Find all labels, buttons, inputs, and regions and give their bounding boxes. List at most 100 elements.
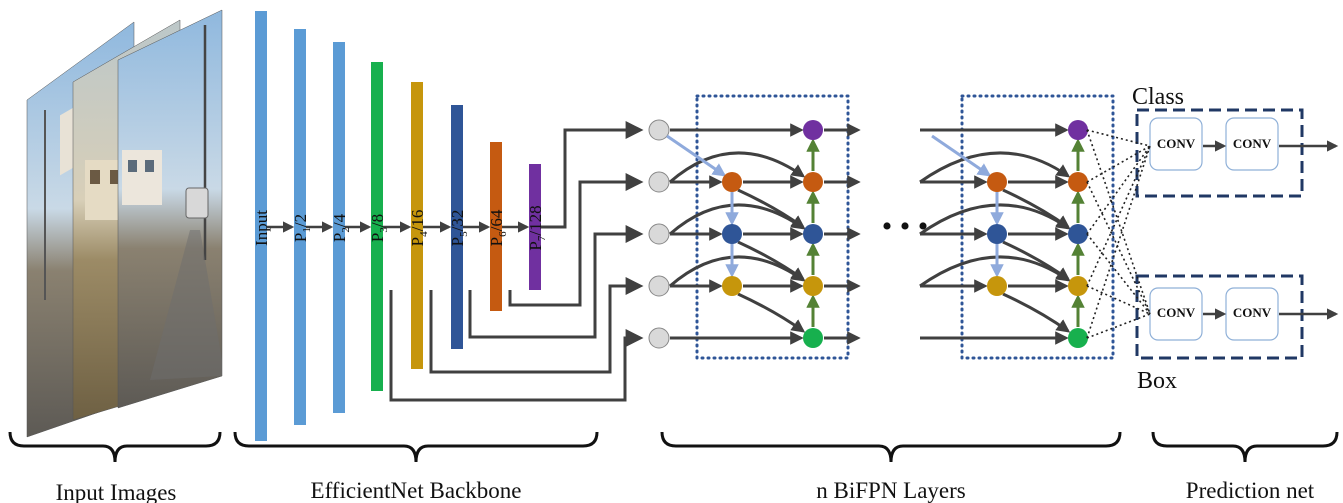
backbone-layer-0: Input bbox=[252, 11, 271, 441]
bifpn-block-0 bbox=[648, 94, 861, 360]
pred-link-class-1 bbox=[1086, 145, 1151, 183]
caption-input-images: Input Images bbox=[56, 480, 177, 503]
bifpn-out-node-0 bbox=[803, 120, 823, 140]
class-conv-1 bbox=[1149, 117, 1203, 171]
backbone-label-6: P6/64 bbox=[487, 209, 509, 246]
backbone-bar-4 bbox=[411, 82, 423, 369]
box-head-box bbox=[1135, 274, 1304, 360]
edge-td-0 bbox=[931, 134, 992, 177]
pred-link-box-1 bbox=[1086, 181, 1151, 315]
backbone-layer-6: P6/64 bbox=[487, 142, 509, 311]
backbone-layer-3: P3/8 bbox=[368, 62, 390, 391]
brace-bifpn bbox=[660, 431, 1122, 463]
backbone-bar-5 bbox=[451, 105, 463, 349]
bifpn-mid-node-2 bbox=[987, 276, 1007, 296]
bifpn-out-node-0 bbox=[1068, 120, 1088, 140]
pred-link-class-0 bbox=[1086, 129, 1151, 147]
edge-diag-2 bbox=[1002, 292, 1071, 333]
edge-skip-0 bbox=[669, 151, 806, 184]
class-label: Class bbox=[1132, 84, 1184, 110]
pred-link-box-4 bbox=[1086, 313, 1151, 339]
bifpn-out-node-2 bbox=[1068, 224, 1088, 244]
section-braces bbox=[8, 431, 1339, 463]
prediction-links bbox=[1086, 129, 1151, 339]
edge-skip-0 bbox=[919, 151, 1071, 184]
bifpn-out-node-1 bbox=[803, 172, 823, 192]
brace-prediction bbox=[1151, 431, 1339, 463]
ellipsis: • • • bbox=[882, 210, 929, 243]
caption-backbone: EfficientNet Backbone bbox=[311, 478, 522, 503]
bifpn-mid-node-2 bbox=[722, 276, 742, 296]
class-conv-1-label: CONV bbox=[1157, 136, 1196, 151]
pred-link-class-4 bbox=[1086, 145, 1151, 339]
edge-skip-2 bbox=[669, 255, 806, 288]
bifpn-input-node-4 bbox=[648, 327, 670, 349]
backbone-layer-4: P4/16 bbox=[408, 82, 430, 369]
efficientnet-backbone: Input P1/2 P2/4 P3/8 P4/16 P5/32 P6/64 P7/128 bbox=[252, 11, 548, 441]
box-conv-2-label: CONV bbox=[1233, 305, 1272, 320]
bifpn-mid-node-0 bbox=[722, 172, 742, 192]
brace-backbone bbox=[233, 431, 599, 463]
backbone-label-2: P2/4 bbox=[330, 213, 352, 242]
backbone-label-7: P7/128 bbox=[526, 205, 548, 250]
bifpn-block-1 bbox=[919, 94, 1115, 360]
bifpn-out-node-2 bbox=[803, 224, 823, 244]
input-images bbox=[26, 9, 223, 438]
backbone-label-5: P5/32 bbox=[448, 210, 470, 247]
edge-diag-2 bbox=[737, 292, 806, 333]
edge-td-0 bbox=[666, 134, 727, 177]
bifpn-input-node-2 bbox=[648, 223, 670, 245]
caption-bifpn: n BiFPN Layers bbox=[816, 478, 966, 503]
backbone-bar-2 bbox=[333, 42, 345, 413]
backbone-bar-1 bbox=[294, 29, 306, 425]
bifpn-dotted-box-0 bbox=[695, 94, 850, 360]
bifpn-mid-node-1 bbox=[722, 224, 742, 244]
backbone-layer-7: P7/128 bbox=[526, 164, 548, 290]
caption-prediction: Prediction net bbox=[1186, 478, 1315, 503]
backbone-label-0: Input bbox=[252, 210, 271, 246]
backbone-layer-2: P2/4 bbox=[330, 42, 352, 413]
bifpn-out-node-3 bbox=[1068, 276, 1088, 296]
bifpn-out-node-3 bbox=[803, 276, 823, 296]
bifpn-mid-node-1 bbox=[987, 224, 1007, 244]
input-image-3 bbox=[117, 9, 223, 409]
pred-link-class-3 bbox=[1086, 145, 1151, 287]
route-p4 bbox=[429, 277, 644, 374]
class-conv-2-label: CONV bbox=[1233, 136, 1272, 151]
route-p6 bbox=[508, 173, 644, 307]
prediction-net: Class Box CONV CONV CONV CONV bbox=[1132, 84, 1339, 394]
pred-link-class-2 bbox=[1086, 145, 1151, 235]
bifpn-dotted-box-1 bbox=[960, 94, 1115, 360]
edge-skip-1 bbox=[669, 203, 806, 236]
backbone-layer-5: P5/32 bbox=[448, 105, 470, 349]
pred-link-box-3 bbox=[1086, 285, 1151, 315]
route-p5 bbox=[468, 225, 644, 339]
route-p3 bbox=[389, 290, 644, 402]
backbone-links bbox=[267, 121, 644, 402]
bifpn-out-node-4 bbox=[803, 328, 823, 348]
box-label: Box bbox=[1137, 368, 1177, 394]
pred-link-box-2 bbox=[1086, 233, 1151, 315]
bifpn-input-node-0 bbox=[648, 119, 670, 141]
bifpn-mid-node-0 bbox=[987, 172, 1007, 192]
class-head-box bbox=[1135, 108, 1304, 198]
edge-diag-1 bbox=[737, 240, 806, 281]
backbone-label-1: P1/2 bbox=[291, 214, 313, 242]
backbone-bar-6 bbox=[490, 142, 502, 311]
bifpn-input-node-1 bbox=[648, 171, 670, 193]
backbone-layer-1: P1/2 bbox=[291, 29, 313, 425]
edge-diag-0 bbox=[1002, 188, 1071, 229]
backbone-bar-0 bbox=[255, 11, 267, 441]
bifpn-layers bbox=[648, 94, 1115, 360]
edge-diag-0 bbox=[737, 188, 806, 229]
bifpn-out-node-1 bbox=[1068, 172, 1088, 192]
bifpn-out-node-4 bbox=[1068, 328, 1088, 348]
backbone-label-4: P4/16 bbox=[408, 210, 430, 247]
backbone-label-3: P3/8 bbox=[368, 214, 390, 242]
backbone-bar-3 bbox=[371, 62, 383, 391]
box-conv-1-label: CONV bbox=[1157, 305, 1196, 320]
route-p7 bbox=[541, 121, 644, 229]
backbone-bar-7 bbox=[529, 164, 541, 290]
bifpn-input-node-3 bbox=[648, 275, 670, 297]
